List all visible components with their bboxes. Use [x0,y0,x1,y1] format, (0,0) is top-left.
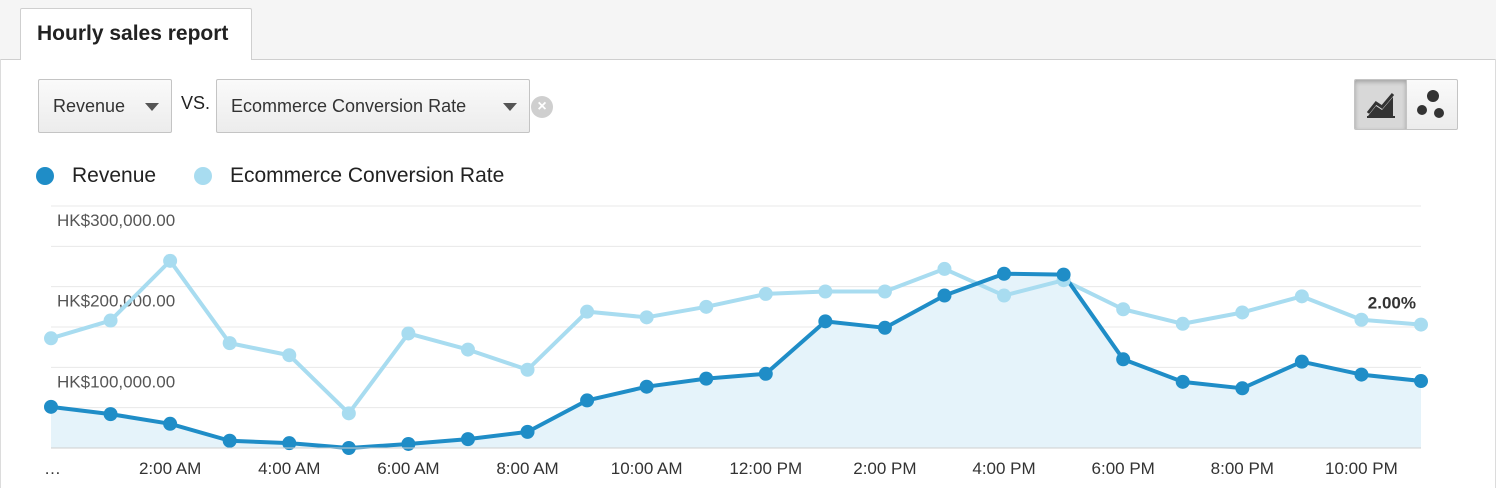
revenue-point [282,436,297,451]
revenue-point [818,314,833,329]
revenue-point [758,366,773,381]
revenue-point [163,416,178,431]
x-axis-tick-label: 4:00 AM [258,459,320,478]
line-chart-icon [1366,93,1395,118]
revenue-line [50,271,1422,450]
revenue-point [460,432,475,447]
conversion-rate-point [1354,312,1369,327]
conversion-rate-point [222,336,237,351]
revenue-point [44,399,58,414]
x-axis-tick-label: 2:00 PM [853,459,916,478]
conversion-rate-point [877,284,892,299]
caret-down-icon [145,103,159,111]
revenue-point [1116,352,1131,367]
legend-dot-revenue [36,167,54,185]
legend-label-revenue: Revenue [72,164,157,187]
conversion-rate-point [401,326,416,341]
conversion-rate-point [460,342,475,357]
x-axis-tick-label: 10:00 PM [1325,459,1398,478]
secondary-metric-label: Ecommerce Conversion Rate [231,96,467,116]
revenue-point [1354,367,1369,382]
revenue-point [103,407,118,422]
revenue-point [520,424,535,439]
conversion-rate-point [282,348,297,363]
revenue-point [401,436,416,451]
tab-title: Hourly sales report [37,22,229,45]
revenue-point [639,379,654,394]
revenue-area [51,273,1421,448]
x-axis-tick-label: 12:00 PM [729,459,802,478]
motion-chart-icon [1417,90,1444,118]
revenue-point [699,371,714,386]
left-axis-tick-label: HK$200,000.00 [57,292,175,311]
conversion-rate-point [341,406,356,421]
primary-metric-dropdown[interactable]: Revenue [38,79,172,133]
x-axis-tick-label: 8:00 AM [496,459,558,478]
conversion-rate-point [520,362,535,377]
conversion-rate-line [50,258,1422,416]
conversion-rate-point [1294,289,1309,304]
x-axis-tick-label: 6:00 PM [1092,459,1155,478]
revenue-point [1175,374,1190,389]
x-axis-tick-label: 2:00 AM [139,459,201,478]
conversion-rate-point [163,253,178,268]
frame-border-left [0,59,1,488]
legend-dot-conversion-rate [194,167,212,185]
conversion-rate-point [580,304,595,319]
left-axis-tick-label: HK$300,000.00 [57,211,175,230]
x-axis-tick-label: 10:00 AM [611,459,683,478]
revenue-point [937,288,952,303]
conversion-rate-point [1235,305,1250,320]
vs-label: VS. [181,93,211,113]
conversion-rate-point [1175,316,1190,331]
chart-view-toggle [1354,79,1458,130]
revenue-point [877,320,892,335]
conversion-rate-point [1414,317,1428,332]
x-axis-tick-label: 4:00 PM [972,459,1035,478]
conversion-rate-point [758,286,773,301]
revenue-point [580,393,595,408]
revenue-point [1056,267,1071,282]
caret-down-icon [503,103,517,111]
conversion-rate-point [818,284,833,299]
x-axis-tick-label: 6:00 AM [377,459,439,478]
tab-hourly-sales-report[interactable]: Hourly sales report [20,8,252,59]
conversion-rate-point [639,310,654,325]
conversion-rate-point [699,299,714,314]
conversion-rate-point [937,261,952,276]
conversion-rate-point [44,331,58,346]
tab-cover [21,58,251,60]
conversion-rate-point [1116,302,1131,317]
legend-label-conversion-rate: Ecommerce Conversion Rate [230,164,505,187]
line-chart-view-button[interactable] [1355,80,1407,129]
x-axis-tick-label: … [44,459,61,478]
conversion-rate-point [103,313,118,328]
revenue-point [997,266,1012,281]
revenue-point [222,433,237,448]
right-axis-tick-label: 2.00% [1368,294,1416,313]
clear-secondary-metric-icon[interactable]: × [531,96,553,118]
revenue-point [1235,381,1250,396]
revenue-point [1294,354,1309,369]
left-axis-tick-label: HK$100,000.00 [57,372,175,391]
secondary-metric-dropdown[interactable]: Ecommerce Conversion Rate [216,79,530,133]
revenue-point [1414,374,1428,389]
conversion-rate-point [997,288,1012,303]
primary-metric-label: Revenue [53,96,126,116]
motion-chart-view-button[interactable] [1407,80,1457,129]
hourly-line-chart: HK$300,000.00 HK$200,000.00 HK$100,000.00 2… [44,205,1428,478]
x-axis-tick-label: 8:00 PM [1211,459,1274,478]
